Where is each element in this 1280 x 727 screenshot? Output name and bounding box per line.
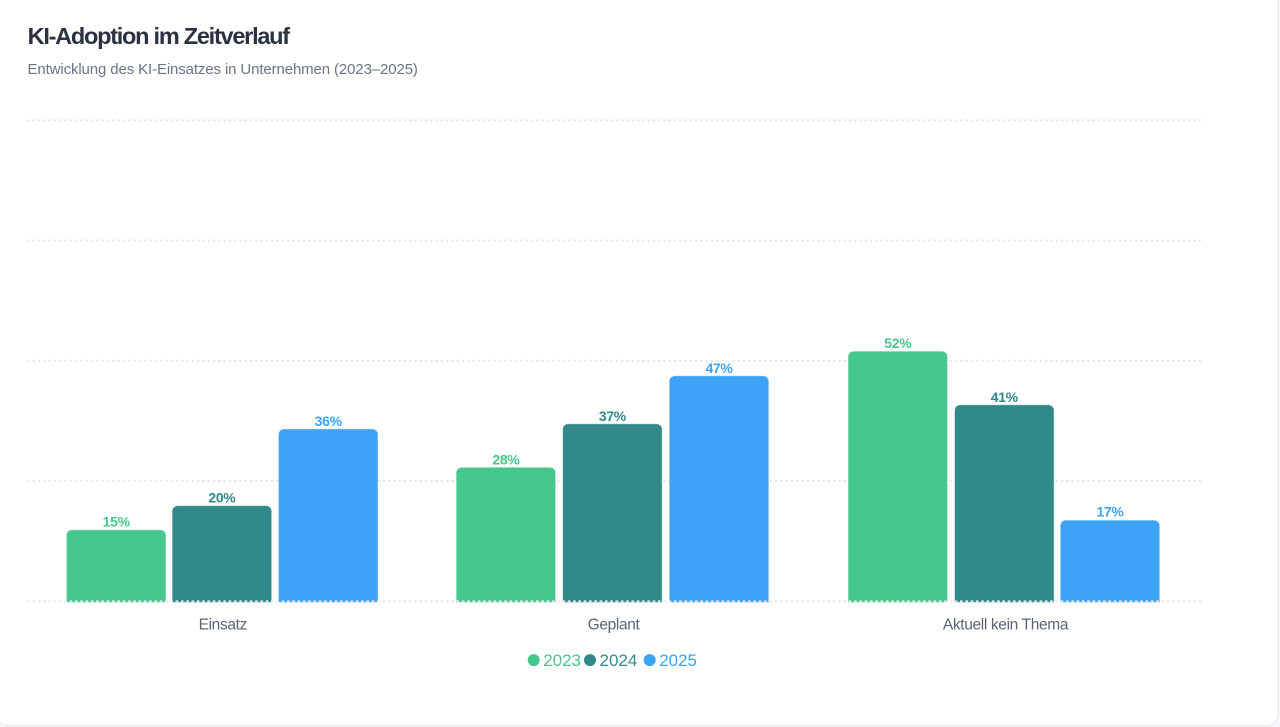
svg-text:KI-Adoption im Zeitverlauf: KI-Adoption im Zeitverlauf xyxy=(28,23,291,49)
svg-text:2023: 2023 xyxy=(543,651,581,670)
svg-text:Geplant: Geplant xyxy=(588,617,641,634)
svg-text:15%: 15% xyxy=(103,514,131,530)
svg-text:28%: 28% xyxy=(492,451,520,467)
svg-text:41%: 41% xyxy=(991,389,1019,405)
svg-text:2025: 2025 xyxy=(659,651,697,670)
svg-text:47%: 47% xyxy=(705,360,733,376)
svg-text:17%: 17% xyxy=(1096,503,1124,519)
svg-text:2024: 2024 xyxy=(600,651,638,670)
svg-text:36%: 36% xyxy=(315,413,343,429)
svg-text:Einsatz: Einsatz xyxy=(199,617,247,634)
svg-text:Aktuell kein Thema: Aktuell kein Thema xyxy=(943,617,1069,634)
svg-text:20%: 20% xyxy=(208,490,236,506)
svg-text:Entwicklung des KI-Einsatzes i: Entwicklung des KI-Einsatzes in Unterneh… xyxy=(28,61,418,78)
svg-text:52%: 52% xyxy=(884,335,912,351)
svg-text:37%: 37% xyxy=(599,408,627,424)
